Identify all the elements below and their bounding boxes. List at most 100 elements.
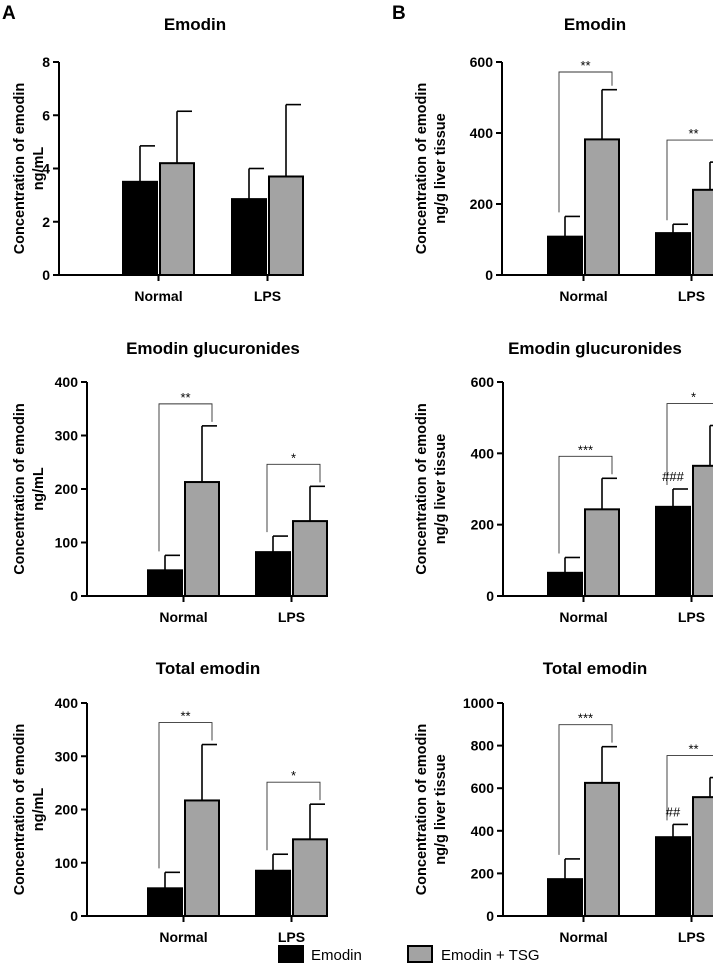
chart-title: Total emodin	[156, 659, 261, 678]
y-axis-label: ng/g liver tissue	[433, 113, 449, 223]
significance-label: *	[291, 768, 296, 783]
significance-bracket	[666, 139, 713, 221]
y-tick-label: 200	[55, 802, 79, 818]
y-tick-label: 100	[55, 535, 79, 551]
x-tick-label: Normal	[159, 609, 207, 625]
significance-bracket	[558, 71, 613, 213]
chart-title: Emodin	[564, 15, 626, 34]
bar-emodin-tsg-normal	[584, 138, 620, 276]
y-tick-label: 6	[42, 107, 50, 123]
legend-label-emodin: Emodin	[311, 947, 362, 964]
x-tick-label: Normal	[559, 929, 607, 945]
significance-bracket	[558, 724, 613, 855]
y-tick-label: 0	[70, 908, 78, 924]
chart-2: Emodin Concentration of emodin ng/g liver …	[414, 15, 713, 304]
legend-label-emodin-tsg: Emodin + TSG	[441, 947, 540, 964]
bar-emodin-normal	[547, 235, 583, 277]
panel-label-b: B	[392, 3, 406, 24]
y-tick-label: 0	[485, 267, 493, 283]
significance-label: **	[180, 390, 190, 405]
bar-emodin-tsg-lps	[292, 838, 328, 918]
y-axis-label: Concentration of emodin	[12, 83, 28, 255]
y-axis-label: ng/mL	[31, 788, 47, 832]
y-axis-label: ng/g liver tissue	[433, 754, 449, 864]
y-tick-label: 200	[471, 517, 495, 533]
bar-emodin-lps	[655, 505, 691, 598]
y-axis-label: ng/mL	[31, 467, 47, 511]
y-tick-label: 400	[55, 374, 79, 390]
significance-label: ***	[578, 711, 593, 726]
bar-emodin-tsg-normal	[184, 481, 220, 598]
significance-label: **	[688, 126, 698, 141]
significance-label: **	[580, 58, 590, 73]
significance-mark: ##	[666, 804, 681, 819]
x-tick-label: LPS	[278, 929, 305, 945]
y-tick-label: 0	[486, 908, 494, 924]
chart-4: Emodin glucuronides Concentration of emod…	[414, 339, 713, 625]
y-tick-label: 400	[470, 125, 494, 141]
y-axis-label: Concentration of emodin	[414, 403, 430, 575]
significance-bracket	[558, 455, 613, 554]
y-tick-label: 2	[42, 214, 50, 230]
y-tick-label: 0	[70, 588, 78, 604]
y-tick-label: 600	[470, 54, 494, 70]
y-tick-label: 1000	[463, 695, 494, 711]
x-tick-label: LPS	[678, 288, 705, 304]
bar-emodin-normal	[147, 887, 183, 917]
bar-emodin-normal	[547, 571, 583, 597]
significance-bracket	[666, 755, 713, 821]
y-tick-label: 0	[486, 588, 494, 604]
bar-emodin-tsg-normal	[159, 162, 195, 276]
bar-emodin-lps	[255, 869, 291, 917]
y-tick-label: 400	[55, 695, 79, 711]
y-tick-label: 400	[471, 445, 495, 461]
y-tick-label: 100	[55, 855, 79, 871]
significance-bracket	[158, 722, 213, 869]
y-tick-label: 4	[42, 161, 50, 177]
bar-emodin-normal	[547, 878, 583, 917]
significance-bracket	[158, 403, 213, 552]
y-tick-label: 600	[471, 780, 495, 796]
significance-label: **	[180, 709, 190, 724]
y-axis-label: ng/mL	[31, 147, 47, 191]
chart-title: Emodin	[164, 15, 226, 34]
bar-emodin-tsg-normal	[584, 781, 620, 917]
chart-title: Emodin glucuronides	[126, 339, 300, 358]
chart-1: Emodin Concentration of emodin ng/mL 0 2 4 6 8 N…	[12, 15, 304, 304]
bar-emodin-lps	[255, 551, 291, 598]
x-tick-label: Normal	[559, 288, 607, 304]
significance-label: *	[691, 390, 696, 405]
panel-label-a: A	[2, 3, 16, 24]
y-tick-label: 0	[42, 267, 50, 283]
x-tick-label: Normal	[559, 609, 607, 625]
bar-emodin-lps	[655, 836, 691, 917]
y-axis-label: Concentration of emodin	[414, 83, 430, 255]
x-tick-label: Normal	[159, 929, 207, 945]
significance-label: ***	[578, 442, 593, 457]
x-tick-label: Normal	[134, 288, 182, 304]
y-axis-label: Concentration of emodin	[414, 724, 430, 896]
y-axis-label: ng/g liver tissue	[433, 434, 449, 544]
legend: Emodin Emodin + TSG	[278, 945, 540, 964]
significance-bracket	[266, 781, 321, 851]
bar-emodin-tsg-lps	[292, 520, 328, 597]
x-tick-label: LPS	[278, 609, 305, 625]
y-tick-label: 300	[55, 748, 79, 764]
bar-emodin-tsg-lps	[692, 464, 713, 598]
y-tick-label: 800	[471, 738, 495, 754]
x-tick-label: LPS	[678, 609, 705, 625]
significance-label: *	[291, 450, 296, 465]
chart-title: Total emodin	[543, 659, 648, 678]
chart-3: Emodin glucuronides Concentration of emod…	[12, 339, 328, 625]
x-tick-label: LPS	[254, 288, 281, 304]
legend-swatch-emodin	[278, 945, 304, 963]
chart-6: Total emodin Concentration of emodin ng/g …	[414, 659, 713, 945]
bar-emodin-tsg-lps	[268, 175, 304, 276]
significance-bracket	[666, 403, 713, 485]
y-tick-label: 600	[471, 374, 495, 390]
legend-swatch-emodin-tsg	[407, 945, 433, 963]
x-tick-label: LPS	[678, 929, 705, 945]
bar-emodin-normal	[147, 569, 183, 598]
